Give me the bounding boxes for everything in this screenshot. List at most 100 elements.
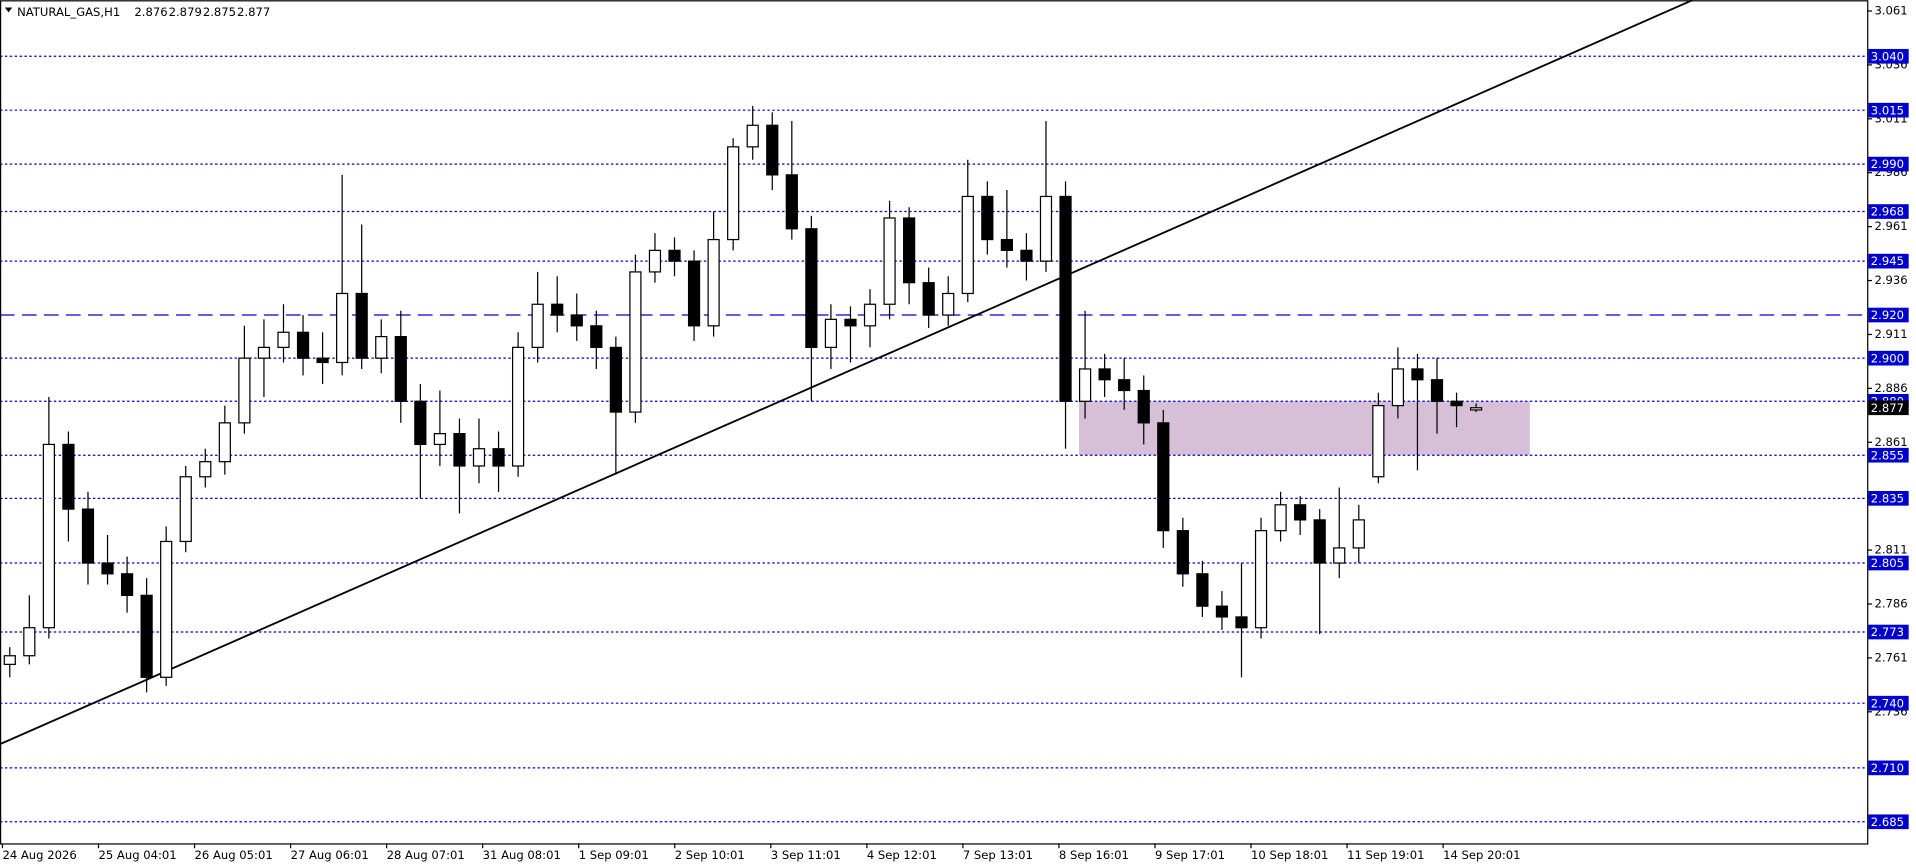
candle-body bbox=[336, 292, 349, 364]
candle-body bbox=[805, 228, 818, 348]
level-label: 2.740 bbox=[1871, 696, 1904, 710]
level-label: 2.920 bbox=[1871, 308, 1904, 322]
level-label-box bbox=[1868, 102, 1909, 118]
candle-body bbox=[120, 573, 134, 596]
candle-body bbox=[746, 124, 759, 148]
candle-body bbox=[1235, 616, 1248, 629]
candle-body bbox=[1333, 547, 1346, 564]
candle-body bbox=[824, 318, 838, 348]
symbol: NATURAL_GAS,H1 bbox=[17, 5, 120, 19]
x-tick-label: 2 Sep 10:01 bbox=[675, 848, 745, 862]
candle-body bbox=[531, 303, 544, 348]
candle-body bbox=[1196, 573, 1209, 607]
x-tick-label: 8 Sep 16:01 bbox=[1059, 848, 1129, 862]
level-label-box bbox=[1868, 307, 1909, 323]
candle-body bbox=[903, 217, 916, 284]
candle-body bbox=[375, 335, 388, 359]
level-label: 2.990 bbox=[1871, 157, 1904, 171]
x-tick-label: 9 Sep 17:01 bbox=[1155, 848, 1225, 862]
candle-body bbox=[570, 314, 583, 327]
level-label-box bbox=[1868, 814, 1909, 830]
level-label: 2.835 bbox=[1871, 491, 1904, 505]
candle-body bbox=[1215, 605, 1229, 618]
candle-body bbox=[355, 292, 368, 359]
x-tick-label: 14 Sep 20:01 bbox=[1443, 848, 1520, 862]
level-label-box bbox=[1868, 695, 1909, 711]
level-label-box bbox=[1868, 350, 1909, 366]
level-label: 2.805 bbox=[1871, 556, 1904, 570]
candle-body bbox=[1450, 400, 1463, 407]
candle-body bbox=[179, 476, 192, 543]
candle-body bbox=[766, 124, 779, 176]
candle-body bbox=[844, 318, 857, 327]
candle-body bbox=[453, 433, 466, 467]
level-label: 2.855 bbox=[1871, 448, 1904, 462]
candle-body bbox=[511, 346, 525, 467]
candle-body bbox=[961, 195, 974, 295]
candle-body bbox=[922, 282, 935, 316]
x-tick-label: 27 Aug 06:01 bbox=[291, 848, 369, 862]
x-tick-label: 31 Aug 08:01 bbox=[483, 848, 561, 862]
current-price-label: 2.877 bbox=[1871, 401, 1904, 415]
x-tick-label: 26 Aug 05:01 bbox=[195, 848, 273, 862]
candle-body bbox=[296, 331, 310, 359]
zone bbox=[1078, 401, 1530, 456]
candle-body bbox=[257, 346, 271, 359]
x-tick-label: 24 Aug 2026 bbox=[2, 848, 76, 862]
candle-body bbox=[1411, 368, 1424, 381]
candle-body bbox=[1157, 422, 1170, 532]
candle-body bbox=[23, 627, 36, 657]
candle-body bbox=[218, 422, 231, 463]
x-tick-label: 25 Aug 04:01 bbox=[98, 848, 176, 862]
level-label: 2.710 bbox=[1871, 761, 1904, 775]
y-tick-label: 2.761 bbox=[1874, 650, 1907, 664]
candle-body bbox=[1391, 368, 1405, 407]
candle-body bbox=[81, 508, 95, 564]
candle-body bbox=[785, 174, 798, 230]
candle-body bbox=[609, 346, 622, 413]
candle-body bbox=[1078, 368, 1092, 402]
candle-body bbox=[727, 146, 740, 241]
candle-body bbox=[1137, 389, 1150, 424]
x-tick-label: 7 Sep 13:01 bbox=[963, 848, 1033, 862]
candle-body bbox=[414, 400, 427, 446]
candle-body bbox=[1020, 249, 1033, 262]
candle-body bbox=[1000, 238, 1013, 251]
candle-body bbox=[238, 357, 251, 424]
level-label-box bbox=[1868, 204, 1909, 219]
x-tick-label: 11 Sep 19:01 bbox=[1347, 848, 1424, 862]
candle-body bbox=[551, 303, 564, 316]
candle-body bbox=[687, 260, 701, 327]
candle-body bbox=[1352, 519, 1365, 549]
candle-body bbox=[1098, 368, 1111, 381]
x-tick-label: 3 Sep 11:01 bbox=[771, 848, 841, 862]
candle-body bbox=[648, 249, 662, 273]
level-label-box bbox=[1868, 156, 1909, 172]
y-tick-label: 2.861 bbox=[1874, 435, 1907, 449]
candle-body bbox=[942, 292, 955, 316]
candle-body bbox=[1039, 195, 1053, 262]
level-label: 3.040 bbox=[1871, 49, 1904, 63]
candle-body bbox=[981, 195, 994, 241]
x-tick-label: 4 Sep 12:01 bbox=[867, 848, 937, 862]
candle-body bbox=[101, 562, 114, 575]
candle-body bbox=[3, 655, 16, 665]
header-open: 2.876 bbox=[134, 5, 167, 19]
candle-body bbox=[1176, 530, 1189, 575]
plot-frame bbox=[0, 0, 1869, 845]
candle-body bbox=[492, 448, 505, 467]
level-label: 3.015 bbox=[1871, 103, 1904, 117]
y-tick-label: 3.061 bbox=[1874, 3, 1907, 17]
candle-body bbox=[707, 238, 720, 327]
level-label-box bbox=[1868, 760, 1909, 776]
level-label-box bbox=[1868, 555, 1909, 571]
candle-body bbox=[863, 303, 877, 327]
header-close: 2.877 bbox=[237, 5, 270, 19]
candle-body bbox=[394, 335, 407, 402]
level-label-box bbox=[1868, 624, 1909, 640]
level-label-box bbox=[1868, 48, 1909, 64]
x-tick-label: 10 Sep 18:01 bbox=[1251, 848, 1328, 862]
candle-body bbox=[1469, 407, 1483, 411]
